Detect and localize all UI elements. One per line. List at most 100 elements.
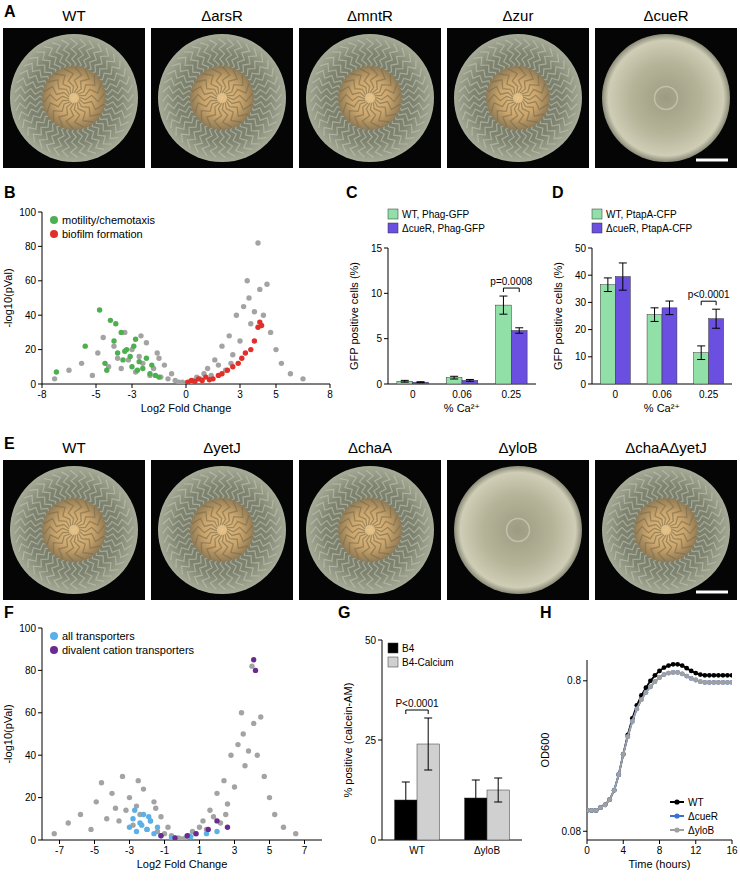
- colony-wrinkle: [164, 533, 194, 543]
- colony-wrinkle: [61, 472, 70, 502]
- point: [78, 812, 83, 817]
- point: [162, 362, 167, 367]
- colony-wrinkle: [224, 501, 237, 525]
- colony-wrinkle: [16, 101, 46, 111]
- point: [141, 786, 146, 791]
- colony-wrinkle: [192, 47, 209, 73]
- y-tick-label: 100: [19, 207, 36, 218]
- point: [88, 827, 93, 832]
- point: [616, 772, 621, 777]
- colony-wrinkle: [651, 535, 664, 559]
- error-bar: [472, 780, 480, 816]
- colony-wrinkle: [201, 102, 218, 121]
- y-tick: [38, 280, 42, 281]
- x-tick: [659, 840, 660, 844]
- colony-wrinkle: [70, 39, 77, 70]
- point: [138, 333, 143, 338]
- y-tick: [588, 248, 592, 249]
- colony-wrinkle: [382, 475, 398, 503]
- colony-wrinkle: [631, 554, 650, 580]
- x-tick: [276, 384, 277, 388]
- colony-wrinkle: [77, 558, 87, 588]
- point: [300, 376, 305, 381]
- colony-wrinkle: [373, 102, 389, 122]
- y-tick: [38, 246, 42, 247]
- bar: [511, 331, 527, 384]
- colony-wrinkle: [229, 40, 242, 70]
- colony-wrinkle: [488, 94, 513, 102]
- colony-wrinkle: [249, 76, 278, 89]
- colony-wrinkle: [343, 532, 366, 544]
- colony-wrinkle: [399, 101, 430, 110]
- point: [155, 350, 160, 355]
- colony-wrinkle: [176, 116, 200, 136]
- colony-wrinkle: [366, 471, 373, 502]
- colony-core: [486, 66, 550, 130]
- colony-wrinkle: [247, 500, 273, 517]
- colony-wrinkle: [79, 93, 104, 101]
- point: [219, 343, 224, 348]
- point: [169, 371, 174, 376]
- colony-wrinkle: [638, 556, 654, 584]
- colony-wrinkle: [335, 122, 354, 148]
- point: [653, 679, 658, 684]
- plot-area: [397, 296, 527, 384]
- bar: [662, 308, 677, 384]
- point: [625, 734, 630, 739]
- colony-photo: [299, 460, 441, 600]
- point: [252, 309, 257, 314]
- colony-wrinkle: [238, 480, 257, 506]
- colony-wrinkle: [311, 527, 342, 534]
- colony-wrinkle: [521, 126, 531, 156]
- colony-wrinkle: [607, 527, 638, 534]
- colony-photo: [447, 28, 589, 168]
- x-tick: [240, 384, 241, 388]
- x-tick-label: 4: [620, 845, 626, 856]
- point: [693, 671, 698, 676]
- colony-wrinkle: [77, 102, 93, 122]
- colony-wrinkle: [315, 70, 343, 86]
- significance-bracket: [701, 301, 716, 305]
- point: [666, 671, 671, 676]
- colony-wrinkle: [349, 534, 366, 553]
- legend-swatch: [388, 643, 398, 653]
- point: [136, 778, 141, 783]
- colony-wrinkle: [164, 78, 194, 91]
- point: [172, 835, 177, 840]
- point: [680, 663, 685, 668]
- point: [261, 313, 266, 318]
- y-tick-label: 40: [25, 750, 37, 761]
- colony-wrinkle: [79, 83, 102, 95]
- colony-wrinkle: [654, 559, 663, 590]
- point: [589, 808, 594, 813]
- colony-wrinkle: [77, 75, 94, 94]
- x-tick-label: 8: [657, 845, 663, 856]
- point: [711, 680, 716, 685]
- colony-wrinkle: [636, 518, 661, 529]
- colony-wrinkle: [192, 86, 217, 97]
- point: [235, 742, 240, 747]
- point: [702, 673, 707, 678]
- colony-wrinkle: [74, 535, 84, 559]
- colony-wrinkle: [210, 127, 219, 158]
- point: [684, 666, 689, 671]
- colony-wrinkle: [44, 479, 61, 506]
- colony-wrinkle: [46, 556, 62, 584]
- colony-wrinkle: [76, 69, 89, 93]
- colony-wrinkle: [44, 526, 69, 534]
- error-bar: [401, 380, 409, 382]
- colony-wrinkle: [522, 101, 544, 117]
- y-tick: [38, 628, 42, 629]
- colony-core: [190, 498, 254, 562]
- point: [716, 680, 721, 685]
- colony-wrinkle: [102, 85, 132, 95]
- colony-wrinkle: [374, 101, 396, 117]
- colony-wrinkle: [236, 123, 253, 150]
- y-axis: [42, 628, 43, 840]
- colony-wrinkle: [28, 116, 52, 136]
- y-axis-label: % positive (calcein-AM): [342, 683, 354, 798]
- y-tick: [38, 349, 42, 350]
- colony-wrinkle: [55, 506, 71, 526]
- colony-wrinkle: [103, 94, 134, 101]
- colony-wrinkle: [480, 52, 500, 76]
